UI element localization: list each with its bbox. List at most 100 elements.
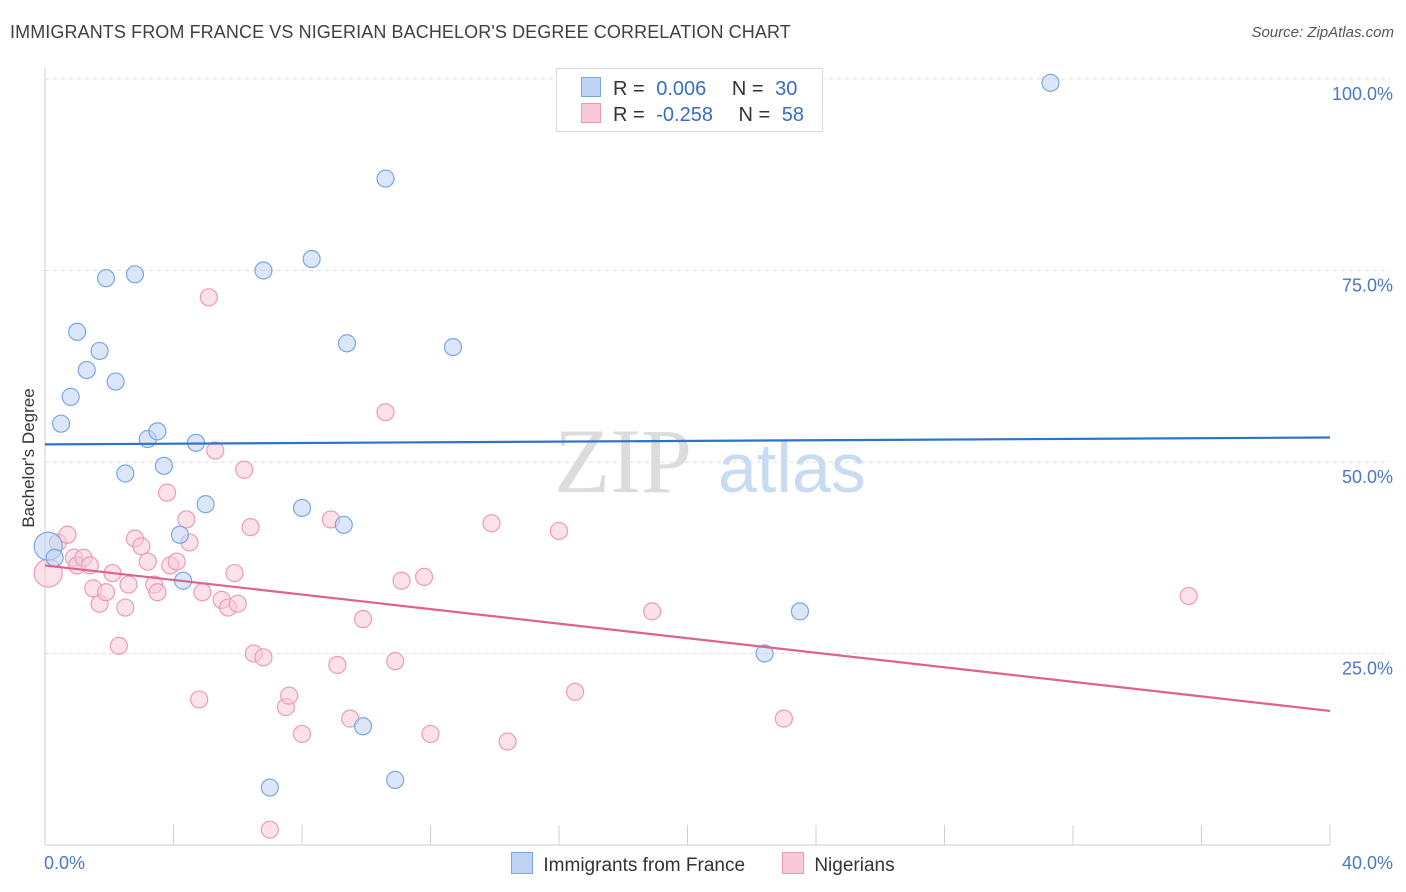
- france-point: [292, 498, 312, 518]
- nigerians-point: [774, 709, 793, 728]
- france-point: [90, 341, 109, 361]
- france-n-value: 30: [775, 78, 798, 100]
- nigerians-point: [643, 602, 662, 621]
- france-swatch: [581, 77, 601, 97]
- nigerians-point: [58, 525, 77, 544]
- nigerians-point: [167, 552, 186, 571]
- nigerians-point: [193, 583, 212, 602]
- nigerians-point: [328, 655, 347, 675]
- france-point: [154, 456, 173, 475]
- nigerians-point: [116, 598, 135, 617]
- nigerians-point: [148, 583, 167, 602]
- nigerians-point: [392, 571, 411, 590]
- nigerians-point: [565, 682, 585, 701]
- france-point: [302, 249, 321, 269]
- nigerians-point: [199, 288, 218, 307]
- france-point: [96, 269, 116, 288]
- france-point: [353, 717, 373, 736]
- france-r-value: 0.006: [656, 78, 707, 100]
- nigerians-point: [119, 575, 138, 594]
- nigerians-point: [353, 609, 373, 629]
- france-point: [77, 360, 96, 380]
- nigerians-point: [177, 510, 196, 529]
- nigerians-point: [280, 686, 299, 705]
- y-axis-title: Bachelor's Degree: [19, 388, 38, 527]
- nigerians-n-value: 58: [781, 104, 805, 126]
- nigerians-n-label: N =: [738, 104, 771, 126]
- france-point: [116, 464, 135, 483]
- france-legend-label: Immigrants from France: [543, 855, 746, 876]
- source-label: Source: ZipAtlas.com: [1251, 24, 1394, 41]
- y-tick-label-75: 75.0%: [1342, 276, 1393, 296]
- nigerians-swatch: [581, 103, 601, 123]
- france-points: [33, 73, 1060, 797]
- france-point: [337, 334, 357, 353]
- france-point: [790, 602, 810, 621]
- x-tick-labels: 0.0% 40.0%: [44, 853, 1393, 873]
- nigerians-point: [376, 403, 395, 422]
- nigerians-trend-line: [44, 564, 1331, 713]
- legend-row-france: R = 0.006 N = 30: [581, 77, 797, 101]
- nigerians-points: [33, 288, 1198, 839]
- nigerians-point: [138, 552, 157, 571]
- nigerians-legend-label: Nigerians: [814, 855, 895, 876]
- france-trend-line: [44, 436, 1331, 446]
- nigerians-point: [190, 690, 209, 709]
- nigerians-legend-swatch: [782, 852, 805, 874]
- france-point: [125, 265, 145, 284]
- nigerians-point: [386, 652, 405, 671]
- nigerians-point: [498, 732, 517, 751]
- nigerians-point: [292, 724, 312, 744]
- france-point: [148, 422, 167, 441]
- y-tick-labels: 25.0% 50.0% 75.0% 100.0%: [1332, 84, 1393, 679]
- nigerians-point: [225, 563, 244, 583]
- nigerians-r-value: -0.258: [656, 104, 713, 126]
- france-point: [45, 548, 64, 567]
- france-point: [376, 169, 395, 188]
- legend-item-nigerians[interactable]: Nigerians: [782, 852, 895, 877]
- nigerians-point: [157, 483, 177, 502]
- france-point: [68, 322, 87, 341]
- nigerians-point: [1179, 586, 1198, 606]
- legend-item-france[interactable]: Immigrants from France: [511, 852, 745, 877]
- france-point: [254, 261, 273, 280]
- axes: [44, 68, 1330, 846]
- france-point: [106, 372, 125, 391]
- france-point: [196, 495, 215, 514]
- nigerians-r-label: R =: [613, 104, 645, 126]
- france-point: [334, 515, 353, 534]
- y-tick-label-50: 50.0%: [1342, 467, 1393, 487]
- france-point: [61, 387, 80, 406]
- nigerians-point: [235, 460, 254, 479]
- france-n-label: N =: [731, 78, 764, 100]
- france-point: [260, 778, 279, 797]
- nigerians-point: [482, 514, 501, 533]
- x-tick-label-end: 40.0%: [1342, 853, 1393, 873]
- nigerians-point: [206, 441, 225, 460]
- france-legend-swatch: [511, 852, 534, 874]
- france-point: [170, 525, 190, 544]
- nigerians-point: [414, 567, 434, 587]
- nigerians-point: [549, 521, 569, 541]
- france-point: [386, 770, 405, 789]
- nigerians-point: [132, 537, 151, 556]
- france-point: [1041, 73, 1060, 92]
- watermark: ZIP atlas: [554, 410, 866, 512]
- legend-row-nigerians: R = -0.258 N = 58: [581, 103, 804, 127]
- nigerians-point: [260, 820, 279, 839]
- nigerians-point: [109, 636, 128, 655]
- france-r-label: R =: [613, 78, 645, 100]
- stats-legend: R = 0.006 N = 30 R = -0.258 N = 58: [556, 68, 823, 132]
- nigerians-point: [421, 724, 440, 744]
- y-tick-label-25: 25.0%: [1342, 659, 1393, 679]
- watermark-atlas: atlas: [718, 429, 866, 507]
- x-tick-label-start: 0.0%: [44, 853, 85, 873]
- nigerians-point: [254, 648, 273, 667]
- france-point: [443, 338, 463, 357]
- y-tick-label-100: 100.0%: [1332, 84, 1393, 104]
- watermark-zip: ZIP: [554, 410, 692, 512]
- nigerians-point: [96, 583, 116, 602]
- nigerians-point: [228, 594, 247, 613]
- france-point: [51, 414, 71, 433]
